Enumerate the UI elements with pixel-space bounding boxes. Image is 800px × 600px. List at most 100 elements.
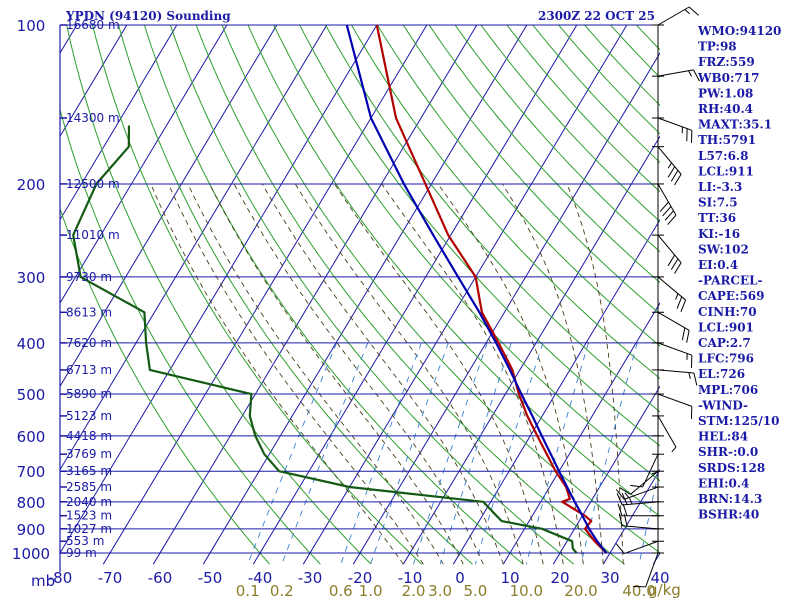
height-label: 12500 m (66, 177, 120, 191)
mixing-ratio-tick-label: 5.0 (463, 582, 487, 600)
wind-barb-feather (688, 6, 699, 16)
wind-barb (657, 183, 677, 216)
wind-barb-feather (680, 299, 687, 313)
wind-barb-feather (615, 543, 625, 554)
isotherm-line (202, 25, 528, 565)
temperature-tick-label: -30 (298, 569, 323, 587)
height-label: 14300 m (66, 111, 120, 125)
height-label: 6713 m (66, 363, 112, 377)
dry-adiabat-line (143, 25, 524, 565)
mixing-ratio-tick-label: 0.6 (329, 582, 353, 600)
wind-barb-feather (693, 69, 700, 82)
wind-barb-feather (676, 296, 683, 309)
wind-barb-feather (667, 254, 676, 267)
mixing-ratio-line (340, 342, 422, 565)
mixing-ratio-line (474, 342, 544, 565)
mixing-ratio-line (525, 342, 589, 565)
mixing-ratio-line (439, 342, 512, 565)
moist-adiabat-line (209, 183, 464, 565)
moist-adiabat-line (187, 183, 444, 565)
isotherm-line (60, 25, 128, 138)
wind-barb (622, 501, 659, 506)
sounding-index: BSHR:40 (698, 508, 759, 522)
isotherm-line (552, 385, 660, 565)
wind-barb-half-feather (688, 372, 691, 379)
wind-barb-half-feather (675, 293, 679, 300)
wind-barb-feather (659, 201, 669, 212)
pressure-tick-label: 600 (17, 428, 46, 446)
temperature-tick-label: 0 (455, 569, 465, 587)
sounding-index: SW:102 (698, 242, 749, 256)
dry-adiabat-line (195, 25, 625, 565)
wind-barb-half-feather (671, 446, 677, 453)
wind-profile (615, 6, 700, 588)
mixing-ratio-line (247, 342, 338, 565)
moist-adiabat-line (381, 183, 564, 565)
sounding-index: LFC:796 (698, 352, 754, 366)
wind-barb-feather (664, 210, 674, 221)
dry-adiabat-line (92, 25, 423, 565)
wind-barb-feather (662, 206, 672, 217)
wind-barb-half-feather (688, 70, 692, 77)
wind-barb-feather (686, 330, 690, 343)
mixing-ratio-tick-label: 1.0 (359, 582, 383, 600)
sounding-index: SRDS:128 (698, 461, 765, 475)
wind-barb (657, 393, 692, 407)
wind-barb-feather (618, 513, 623, 526)
mixing-ratio-tick-label: 3.0 (428, 582, 452, 600)
height-label: 5123 m (66, 409, 112, 423)
pressure-tick-label: 800 (17, 494, 46, 512)
wind-barb (657, 117, 692, 131)
wind-barb (657, 6, 690, 26)
wind-barb (657, 415, 677, 448)
height-label: 3165 m (66, 464, 112, 478)
height-label: 1027 m (66, 522, 112, 536)
temperature-tick-label: -10 (398, 569, 423, 587)
mixing-ratio-line (413, 342, 488, 565)
mixing-ratio-line (281, 342, 369, 565)
height-label: 8613 m (66, 305, 112, 319)
isotherm-line (102, 25, 428, 565)
moist-adiabat-line (566, 183, 624, 565)
wind-barb-feather (615, 489, 625, 500)
sounding-index: SHR-:0.0 (698, 445, 758, 459)
height-label: 1523 m (66, 509, 112, 523)
wind-barb-half-feather (629, 498, 633, 505)
dry-adiabat-line (428, 25, 660, 284)
wind-barb (657, 146, 682, 175)
wind-barb-feather (670, 170, 679, 182)
wind-barb (645, 552, 659, 587)
dewpoint-trace (72, 125, 578, 554)
sounding-index: MPL:706 (698, 383, 758, 397)
mixing-ratio-tick-label: 20.0 (564, 582, 597, 600)
dry-adiabat-line (350, 25, 660, 380)
wind-barb (657, 276, 686, 301)
sounding-index: LI:-3.3 (698, 180, 742, 194)
wind-barb (624, 540, 659, 555)
wind-barb (624, 486, 659, 500)
height-label: 4418 m (66, 429, 112, 443)
height-label: 553 m (66, 534, 104, 548)
sounding-index: WMO:94120 (697, 24, 781, 38)
sounding-index: EI:0.4 (698, 258, 738, 272)
isotherm-line (60, 25, 278, 388)
chart-title: YPDN (94120) Sounding (65, 9, 231, 23)
isotherm-line (60, 25, 228, 304)
wind-barb-feather (667, 214, 677, 225)
pressure-tick-label: 900 (17, 521, 46, 539)
sounding-index: PW:1.08 (698, 86, 753, 100)
height-label: 9730 m (66, 270, 112, 284)
temperature-axis: -80 -70 -60 -50 -40 -30 -20 -10 0 10 20 30 40 (48, 569, 670, 587)
moist-adiabat-line (437, 183, 584, 565)
wind-barb-feather (681, 327, 686, 341)
temperature-trace (375, 25, 608, 554)
temperature-tick-label: -20 (348, 569, 373, 587)
dry-adiabat-line (60, 207, 271, 565)
height-label: 7620 m (66, 336, 112, 350)
wind-barb (657, 69, 694, 77)
sounding-index: SI:7.5 (698, 196, 738, 210)
wind-barb-feather (622, 503, 628, 516)
mixing-ratio-unit: g/kg (648, 581, 681, 599)
